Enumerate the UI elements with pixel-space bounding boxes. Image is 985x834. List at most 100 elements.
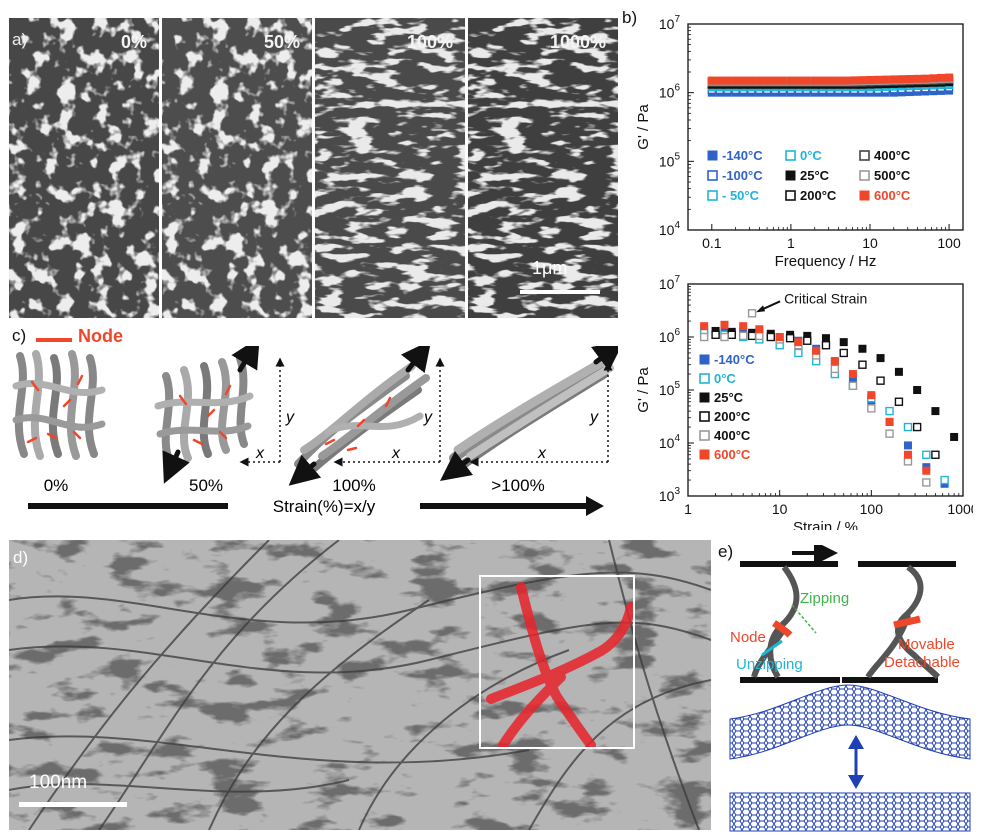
data-point: [739, 322, 748, 331]
strain-label-50: 50%: [189, 476, 223, 495]
data-point: [903, 422, 913, 432]
x-tick-label: 1: [684, 501, 692, 517]
x-label-gt100: x: [537, 445, 547, 462]
panel-b-letter: b): [622, 8, 638, 27]
legend-marker-100-c: [707, 170, 718, 181]
data-point: [818, 76, 827, 85]
series-400-c: [699, 309, 931, 487]
data-point: [711, 330, 720, 340]
data-point: [897, 75, 906, 84]
node-legend-swatch: [36, 338, 72, 342]
legend-marker-200-c: [699, 411, 710, 422]
tem-scale-label: 100nm: [29, 772, 88, 793]
sem-image-1000: 1000% 1μm: [468, 18, 618, 318]
x-label-100: x: [391, 445, 401, 462]
data-point: [913, 74, 922, 83]
y-tick-label: 104: [659, 220, 681, 238]
panel-e-letter: e): [718, 542, 734, 561]
data-point: [821, 341, 831, 350]
zipping-schematic: Node Zipping Unzipping Movable Detachabl…: [729, 545, 971, 832]
y-label-100: y: [423, 409, 433, 426]
legend-marker-25-c: [699, 392, 710, 403]
data-point: [936, 73, 945, 82]
panel-d: 100nm d): [9, 540, 711, 830]
data-point: [885, 417, 894, 426]
data-point: [873, 75, 882, 84]
data-point: [842, 76, 851, 85]
tem-inset: [479, 575, 635, 749]
y-axis-label: G' / Pa: [635, 104, 652, 150]
legend-label-140-c: -140°C: [722, 148, 763, 163]
y-tick-label: 106: [659, 327, 681, 345]
legend-marker-600-c: [699, 449, 710, 460]
node-legend-label: Node: [78, 326, 123, 346]
legend-marker-200-c: [785, 190, 796, 201]
strain-schematic: y x y x y x 0% 5: [12, 346, 618, 516]
movable-label: Movable: [898, 636, 955, 653]
data-point: [867, 404, 876, 413]
network-gt100: [440, 346, 618, 481]
sem-image-100: 100%: [315, 18, 465, 318]
data-point: [912, 422, 922, 432]
data-point: [739, 76, 748, 85]
x-tick-label: 10: [862, 235, 878, 251]
legend-marker-400-c: [699, 430, 710, 441]
network-50: [154, 346, 260, 484]
panel-c-letter: c): [12, 326, 27, 345]
y-tick-label: 106: [659, 83, 681, 101]
data-point: [929, 74, 938, 83]
data-point: [922, 478, 931, 487]
legend-label-0-c: 0°C: [800, 148, 822, 163]
y-label-50: y: [285, 409, 295, 426]
data-point: [881, 75, 890, 84]
x-tick-label: 1: [787, 235, 795, 251]
data-point: [848, 381, 858, 391]
y-tick-label: 105: [659, 380, 681, 398]
sem-scale-bar: [520, 290, 600, 294]
legend-marker-400-c: [859, 150, 870, 161]
y-axis-label: G' / Pa: [635, 367, 652, 413]
data-point: [727, 330, 736, 340]
x-axis-label: Frequency / Hz: [775, 253, 877, 270]
sem-image-50: 50%: [162, 18, 312, 318]
data-point: [747, 76, 756, 85]
legend-label-400-c: 400°C: [874, 148, 911, 163]
data-point: [775, 333, 784, 341]
data-point: [771, 76, 780, 85]
data-point: [905, 75, 914, 84]
data-point: [778, 76, 787, 85]
data-point: [857, 76, 866, 85]
y-tick-label: 107: [659, 274, 681, 292]
legend-label-200-c: 200°C: [800, 188, 837, 203]
y-label-gt100: y: [589, 409, 599, 426]
data-point: [747, 331, 757, 341]
data-point: [913, 386, 922, 394]
data-point: [720, 320, 729, 329]
series-600-c: [707, 73, 954, 85]
plot-frame: [687, 23, 964, 231]
annotation-arrowhead: [756, 305, 766, 313]
data-point: [812, 346, 821, 355]
strain-label-0: 0%: [44, 476, 69, 495]
detachable-label: Detachable: [884, 654, 960, 671]
legend-label-25-c: 25°C: [800, 168, 830, 183]
sem-scale-label: 1μm: [532, 258, 568, 278]
x-tick-label: 100: [937, 235, 961, 251]
data-point: [707, 76, 716, 85]
data-point: [876, 376, 885, 385]
series-600-c: [700, 320, 931, 475]
data-point: [755, 76, 764, 85]
data-point: [839, 338, 848, 347]
data-point: [794, 76, 803, 85]
x-tick-label: 10: [772, 501, 788, 517]
x-label-50: x: [255, 445, 265, 462]
data-point: [940, 475, 949, 485]
sem-image-0: 0%: [9, 18, 159, 318]
x-tick-label: 1000: [947, 501, 973, 517]
data-point: [766, 332, 775, 342]
data-point: [885, 406, 894, 416]
data-point: [786, 76, 795, 85]
data-point: [810, 76, 819, 85]
data-point: [700, 322, 709, 331]
frequency-sweep-chart: 0.1 1 10 100 104 105 106 107 Frequency / Hz G' / …: [635, 14, 964, 270]
